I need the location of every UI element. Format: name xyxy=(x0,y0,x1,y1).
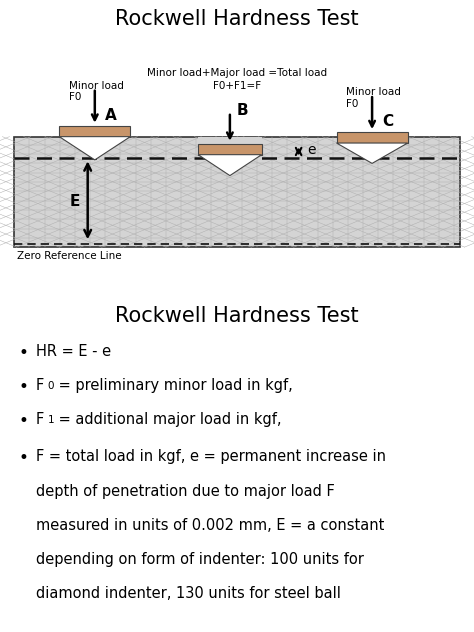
Text: A: A xyxy=(105,107,117,123)
Text: = preliminary minor load in kgf,: = preliminary minor load in kgf, xyxy=(54,378,292,392)
Text: 1: 1 xyxy=(48,415,55,425)
Text: E: E xyxy=(69,193,80,209)
Text: F = total load in kgf, e = permanent increase in: F = total load in kgf, e = permanent inc… xyxy=(36,449,385,465)
Text: diamond indenter, 130 units for steel ball: diamond indenter, 130 units for steel ba… xyxy=(36,586,340,601)
Polygon shape xyxy=(337,143,408,164)
Text: Rockwell Hardness Test: Rockwell Hardness Test xyxy=(115,9,359,28)
Text: depth of penetration due to major load F: depth of penetration due to major load F xyxy=(36,483,334,499)
Bar xyxy=(198,143,262,155)
Bar xyxy=(59,126,130,137)
Bar xyxy=(337,132,408,143)
Bar xyxy=(14,137,460,247)
Text: Minor load
F0: Minor load F0 xyxy=(69,80,124,102)
Text: Minor load+Major load =Total load: Minor load+Major load =Total load xyxy=(147,68,327,78)
Text: F0+F1=F: F0+F1=F xyxy=(213,82,261,92)
Text: Zero Reference Line: Zero Reference Line xyxy=(17,251,121,260)
Text: measured in units of 0.002 mm, E = a constant: measured in units of 0.002 mm, E = a con… xyxy=(36,518,384,533)
Text: •: • xyxy=(19,378,29,396)
Text: F: F xyxy=(36,412,44,427)
Text: depending on form of indenter: 100 units for: depending on form of indenter: 100 units… xyxy=(36,552,364,567)
Polygon shape xyxy=(59,137,130,160)
Text: •: • xyxy=(19,449,29,468)
Text: C: C xyxy=(383,114,393,129)
Text: Minor load
F0: Minor load F0 xyxy=(346,87,401,109)
Text: B: B xyxy=(237,103,249,118)
Text: e: e xyxy=(307,143,316,157)
Text: F: F xyxy=(36,378,44,392)
Polygon shape xyxy=(198,137,262,155)
Text: = additional major load in kgf,: = additional major load in kgf, xyxy=(54,412,281,427)
Text: HR = E - e: HR = E - e xyxy=(36,344,110,358)
Text: 0: 0 xyxy=(48,381,55,391)
Text: •: • xyxy=(19,412,29,430)
Polygon shape xyxy=(337,137,408,143)
Text: •: • xyxy=(19,344,29,362)
Text: Rockwell Hardness Test: Rockwell Hardness Test xyxy=(115,306,359,326)
Polygon shape xyxy=(198,155,262,176)
